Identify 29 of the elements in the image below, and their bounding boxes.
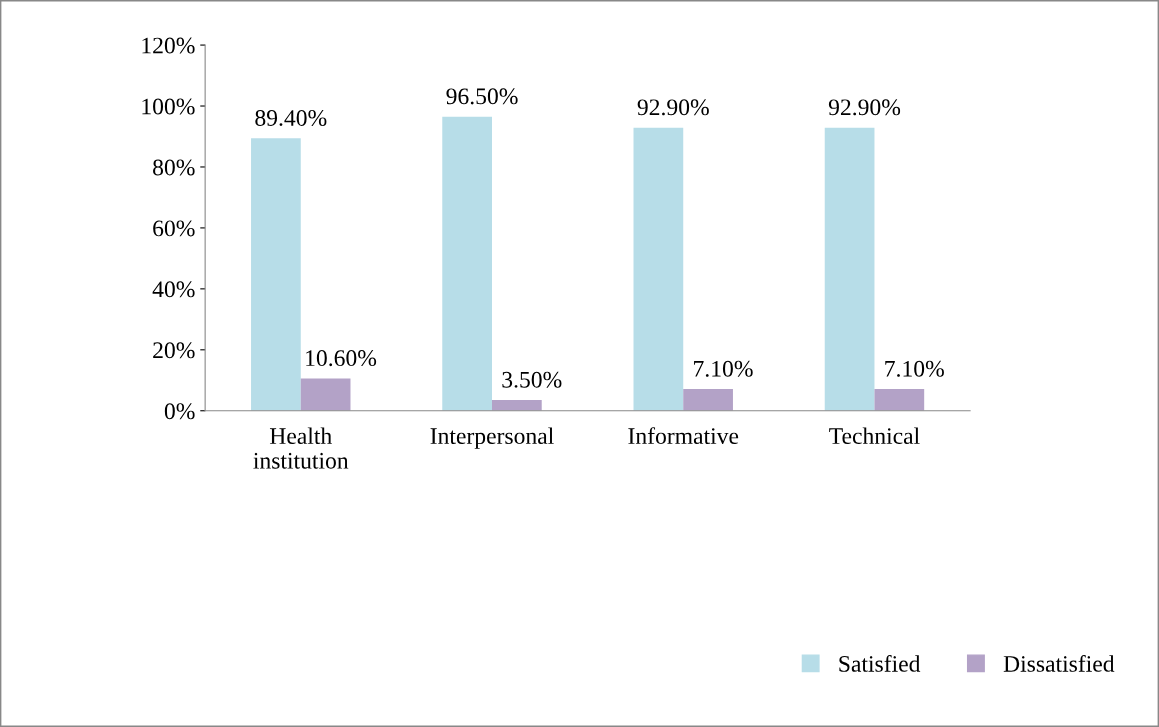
legend-label: Dissatisfied [1003,655,1115,672]
y-tick-label: 20% [153,342,195,359]
data-label: 96.50% [446,88,518,105]
x-tick-label: Interpersonal [430,427,554,449]
bar [683,389,733,411]
y-tick-label: 0% [164,403,195,420]
x-tick-label: Informative [628,427,739,445]
data-label: 92.90% [828,99,901,116]
bar [824,127,875,411]
y-tick-label: 120% [142,37,195,54]
data-label: 7.10% [885,360,944,377]
x-tick-label: Technical [829,427,920,445]
bar [442,116,492,411]
x-tick-label: Health institution [253,427,349,469]
data-label: 3.50% [502,371,562,388]
y-tick-label: 40% [152,281,195,298]
y-tick-label: 100% [142,98,195,115]
data-label: 89.40% [255,109,327,127]
legend-label: Satisfied [839,655,921,672]
bar [874,389,925,411]
data-label: 10.60% [306,350,377,367]
bar [633,127,684,411]
bar [251,138,301,411]
data-label: 7.10% [694,360,753,377]
bar [300,378,351,411]
bar [492,400,542,411]
y-tick-label: 80% [153,159,195,176]
data-label: 92.90% [637,99,709,116]
y-tick-label: 60% [153,220,195,237]
